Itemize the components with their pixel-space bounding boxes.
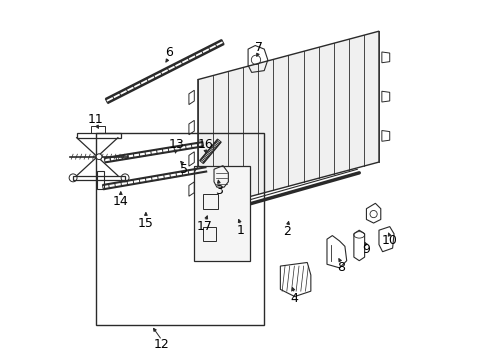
Polygon shape — [198, 31, 378, 211]
Text: 15: 15 — [138, 216, 154, 230]
Circle shape — [96, 154, 102, 159]
Text: 11: 11 — [88, 113, 103, 126]
Text: 7: 7 — [254, 41, 263, 54]
Text: 2: 2 — [283, 225, 291, 238]
Text: 16: 16 — [197, 138, 212, 150]
Text: 8: 8 — [337, 261, 345, 274]
Text: 13: 13 — [168, 138, 184, 150]
Text: 1: 1 — [237, 224, 244, 237]
Text: 10: 10 — [381, 234, 397, 247]
Text: 5: 5 — [179, 163, 187, 176]
Text: 3: 3 — [215, 184, 223, 197]
Text: 12: 12 — [154, 338, 169, 351]
Bar — [203, 194, 217, 209]
Text: 17: 17 — [197, 220, 213, 233]
Bar — [194, 166, 249, 261]
Text: 6: 6 — [165, 46, 173, 59]
Text: 14: 14 — [113, 195, 128, 208]
Bar — [77, 134, 121, 138]
Bar — [96, 134, 264, 325]
Text: 4: 4 — [290, 292, 298, 305]
Bar — [73, 176, 125, 180]
Bar — [203, 226, 215, 241]
Bar — [97, 171, 104, 189]
Bar — [91, 126, 105, 134]
Text: 9: 9 — [362, 243, 369, 256]
